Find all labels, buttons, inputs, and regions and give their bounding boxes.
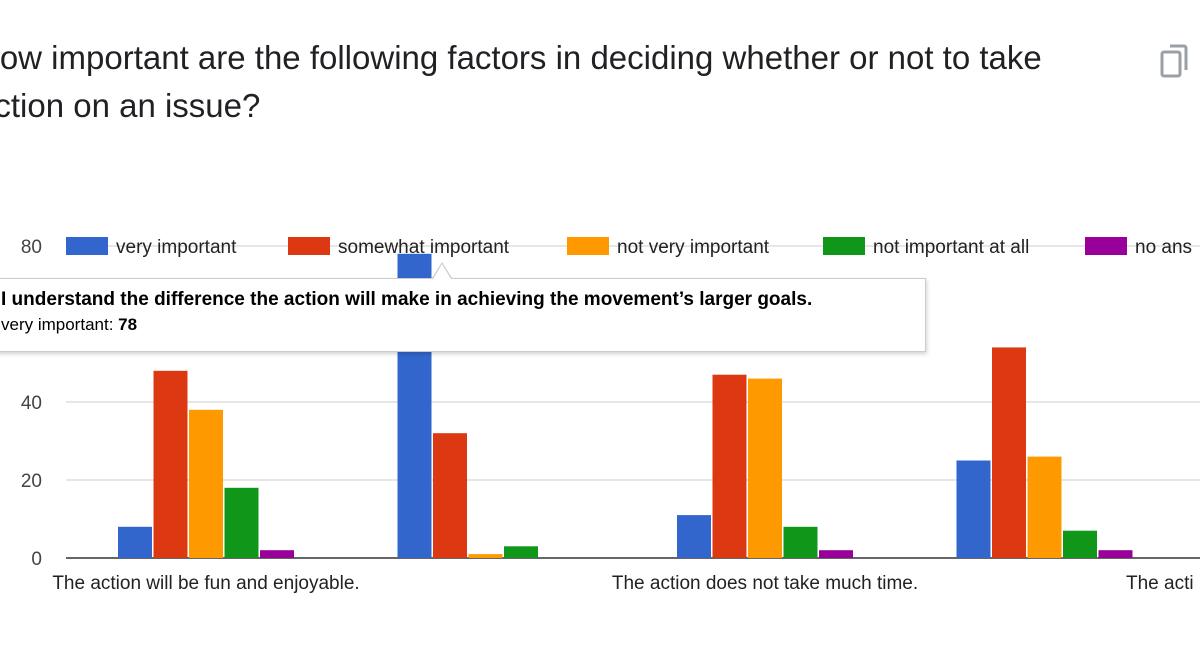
bar [1098, 550, 1133, 558]
question-title: How important are the following factors … [0, 39, 1042, 124]
tooltip-value: 78 [118, 315, 138, 334]
y-tick-label: 0 [31, 549, 42, 570]
legend-label: not very important [617, 237, 770, 258]
y-tick-label: 20 [21, 471, 42, 492]
copy-icon [1160, 44, 1188, 78]
bar [819, 550, 853, 558]
x-tick-label: The action does not take much time. [612, 573, 918, 594]
legend-swatch [1085, 237, 1127, 255]
bar [153, 370, 188, 558]
tooltip-category: I understand the difference the action w… [1, 289, 813, 310]
bar [224, 487, 259, 558]
tooltip: I understand the difference the action w… [0, 278, 926, 352]
bar [1063, 530, 1097, 558]
bar [118, 526, 152, 558]
legend-label: no ans [1135, 237, 1192, 258]
bar [260, 550, 294, 558]
tooltip-series: very important [1, 315, 109, 334]
bar [468, 554, 503, 558]
legend-swatch [567, 237, 609, 255]
y-tick-label: 80 [21, 237, 42, 258]
tooltip-pointer-fill [433, 264, 451, 279]
x-tick-label: The acti [1126, 573, 1194, 594]
bar [677, 515, 711, 558]
x-tick-label: The action will be fun and enjoyable. [52, 573, 359, 594]
bar [712, 374, 747, 558]
legend-swatch [823, 237, 865, 255]
bar [956, 460, 991, 558]
bar [783, 526, 818, 558]
y-tick-label: 40 [21, 393, 42, 414]
legend-label: not important at all [873, 237, 1029, 258]
legend-label: somewhat important [338, 237, 510, 258]
legend-swatch [66, 237, 108, 255]
bar [1027, 456, 1062, 558]
bar [748, 378, 782, 558]
legend-swatch [288, 237, 330, 255]
bar [189, 409, 223, 558]
copy-chart-button[interactable] [1148, 36, 1196, 84]
bar [992, 347, 1026, 558]
bar [504, 546, 538, 558]
tooltip-value-line: very important: 78 [1, 315, 138, 334]
bar [433, 433, 467, 558]
legend-label: very important [116, 237, 237, 258]
